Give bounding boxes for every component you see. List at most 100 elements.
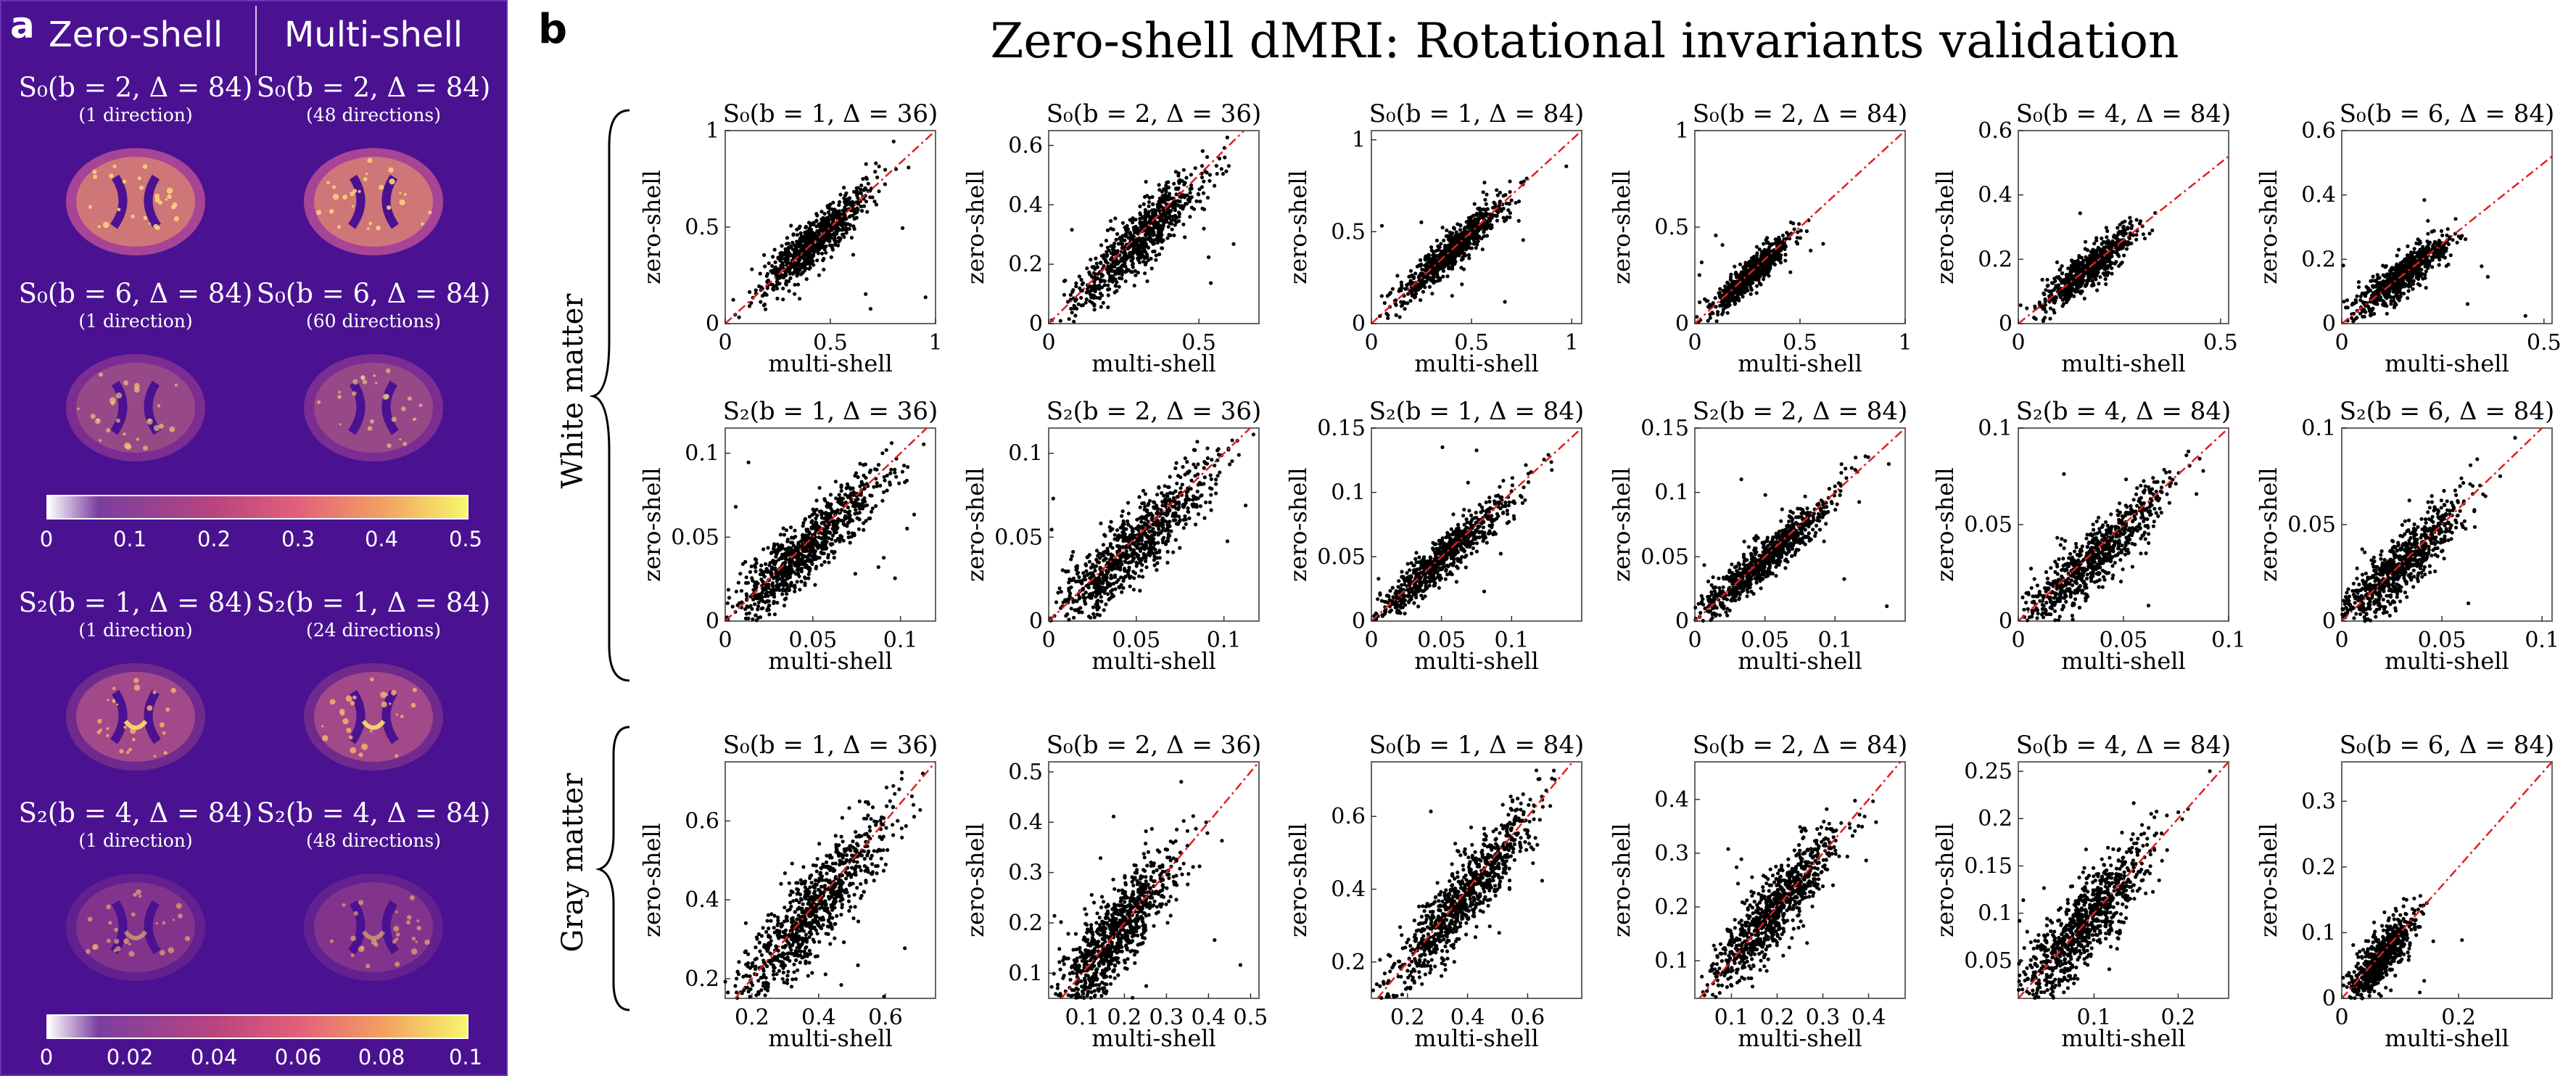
scatter-point [1099, 243, 1104, 247]
scatter-point [1099, 274, 1104, 279]
scatter-point [1471, 234, 1476, 239]
brain-texture [350, 191, 355, 197]
brain-texture [97, 225, 101, 229]
scatter-point [826, 210, 831, 215]
scatter-point [1192, 207, 1197, 211]
brain-label: S₀(b = 6, Δ = 84) [18, 278, 253, 309]
scatter-point [772, 247, 777, 252]
scatter-point [1495, 193, 1500, 197]
scatter-point [1713, 296, 1717, 300]
scatter-point [1778, 238, 1782, 242]
scatter-point [870, 195, 875, 200]
scatter-point [811, 254, 816, 258]
scatter-point [2092, 266, 2097, 271]
y-axis-label: zero-shell [1608, 170, 1635, 284]
scatter-point [1160, 239, 1164, 244]
scatter-point [1171, 205, 1176, 210]
brain-texture [331, 185, 337, 189]
scatter-point [2147, 231, 2152, 236]
scatter-point [1094, 261, 1099, 266]
scatter-point [2411, 287, 2415, 291]
scatter-point [1200, 164, 1205, 168]
brain-svg [66, 148, 205, 255]
scatter-point [2416, 250, 2421, 254]
scatter-point [873, 170, 878, 174]
brain-texture [154, 197, 160, 202]
scatter-point [1718, 303, 1722, 308]
scatter-point [798, 297, 802, 301]
scatter-point [1168, 209, 1172, 213]
scatter-point [877, 189, 881, 194]
multi-shell-header: Multi-shell [284, 15, 463, 55]
x-axis-label: multi-shell [1414, 350, 1539, 377]
brain-texture [399, 192, 402, 194]
scatter-point [1202, 207, 1207, 212]
scatter-point [1405, 301, 1410, 305]
x-tick-label: 0 [718, 330, 732, 356]
scatter-point [2083, 265, 2087, 269]
y-tick-label: 1 [1675, 118, 1689, 144]
scatter-point [2115, 226, 2120, 230]
scatter-point [1149, 215, 1154, 219]
scatter-point [1482, 234, 1486, 239]
scatter-point [1487, 218, 1491, 222]
brain-svg [304, 354, 443, 461]
scatter-point [2060, 289, 2064, 294]
scatter-point [2108, 255, 2112, 260]
scatter-point [783, 257, 787, 261]
scatter-point [1454, 252, 1458, 256]
scatter-point [1465, 225, 1469, 229]
scatter-point [1107, 287, 1112, 292]
brain-texture [352, 189, 358, 194]
scatter-point [2076, 266, 2081, 271]
scatter-point [1208, 178, 1212, 183]
scatter-point [1209, 281, 1213, 285]
scatter-point [1176, 186, 1181, 190]
scatter-point [1123, 234, 1128, 238]
brain-texture [421, 222, 424, 226]
scatter-point [1447, 255, 1451, 259]
plot-title: S₀(b = 1, Δ = 36) [723, 99, 938, 128]
scatter-point [847, 226, 851, 231]
scatter-point [827, 243, 832, 247]
scatter-point [1452, 226, 1457, 231]
scatter-point [2101, 271, 2105, 276]
brain-texture [148, 222, 151, 225]
scatter-point [1143, 194, 1147, 199]
scatter-point [833, 242, 838, 246]
scatter-point [1437, 278, 1442, 282]
scatter-point [838, 192, 843, 197]
x-axis-label: multi-shell [768, 350, 893, 377]
scatter-point [1154, 258, 1158, 262]
scatter-point [1464, 247, 1469, 252]
y-tick-label: 0.2 [1978, 247, 2012, 272]
scatter-point [804, 277, 809, 282]
scatter-point [1151, 202, 1155, 206]
scatter-point [1077, 274, 1081, 279]
scatter-point [1115, 289, 1119, 293]
scatter-point [861, 177, 865, 181]
scatter-point [891, 139, 896, 144]
brain-texture [391, 416, 397, 422]
scatter-point [2364, 310, 2368, 314]
scatter-point [1472, 202, 1477, 206]
scatter-point [2437, 258, 2442, 262]
scatter-point [1150, 194, 1155, 200]
scatter-point [1149, 266, 1154, 271]
scatter-point [1089, 295, 1094, 300]
scatter-point [1435, 272, 1440, 276]
x-axis-label: multi-shell [1091, 350, 1216, 377]
scatter-point [811, 249, 815, 253]
scatter-point [1728, 283, 1733, 288]
scatter-point [2399, 263, 2404, 267]
scatter-point [1131, 218, 1136, 222]
scatter-point [1477, 236, 1481, 240]
scatter-point [1490, 226, 1494, 230]
scatter-point [1119, 242, 1124, 246]
scatter-point [1097, 296, 1102, 300]
brain-texture [388, 167, 394, 173]
scatter-point [822, 223, 826, 229]
scatter-point [923, 295, 928, 300]
scatter-point [1112, 248, 1117, 252]
scatter-point [1482, 181, 1487, 185]
